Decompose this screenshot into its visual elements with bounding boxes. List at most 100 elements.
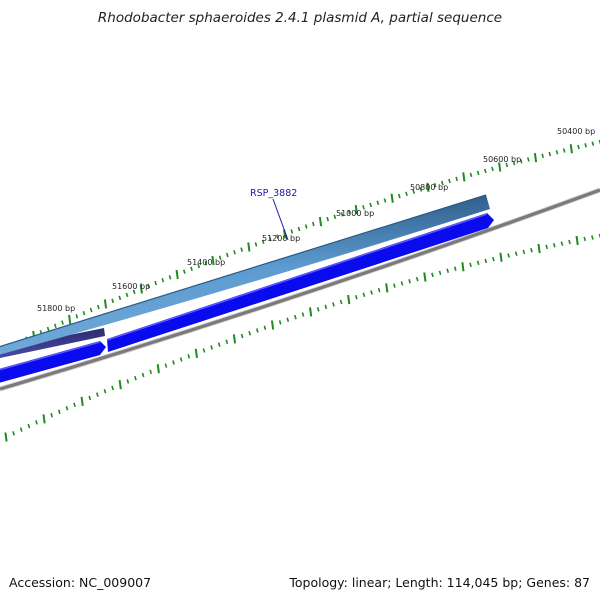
outer-major-tick <box>175 269 179 280</box>
inner-minor-tick <box>217 342 221 347</box>
outer-minor-tick <box>519 159 523 164</box>
inner-minor-tick <box>73 402 76 408</box>
plasmid-backbone <box>0 187 600 392</box>
inner-minor-tick <box>294 314 297 320</box>
outer-major-tick <box>318 216 323 227</box>
outer-major-tick <box>211 255 215 266</box>
outer-minor-tick <box>254 242 258 247</box>
inner-minor-tick <box>240 333 244 339</box>
tick-label: 50800 bp <box>410 183 448 192</box>
outer-major-tick <box>103 299 108 309</box>
outer-major-tick <box>139 284 143 294</box>
outer-minor-tick <box>276 234 279 239</box>
inner-major-tick <box>42 414 46 424</box>
reverse-gene-main[interactable] <box>106 213 494 352</box>
inner-minor-tick <box>393 283 396 288</box>
inner-minor-tick <box>583 236 587 242</box>
inner-minor-tick <box>164 363 168 368</box>
outer-minor-tick <box>476 170 480 176</box>
outer-minor-tick <box>591 141 595 146</box>
map-title: Rhodobacter sphaeroides 2.4.1 plasmid A,… <box>97 10 503 26</box>
reverse-gene-left[interactable] <box>0 341 106 384</box>
outer-minor-tick <box>168 275 172 280</box>
outer-minor-tick <box>147 283 150 289</box>
sequence-stats: Topology: linear; Length: 114,045 bp; Ge… <box>289 575 590 590</box>
inner-major-tick <box>537 243 541 254</box>
outer-minor-tick <box>333 214 337 219</box>
inner-minor-tick <box>514 251 518 256</box>
outer-minor-tick <box>347 209 351 215</box>
outer-minor-tick <box>577 144 580 150</box>
inner-minor-tick <box>12 431 15 436</box>
outer-major-tick <box>390 193 394 203</box>
inner-major-tick <box>156 364 160 374</box>
inner-minor-tick <box>65 406 69 411</box>
tick-label: 51200 bp <box>262 234 300 243</box>
inner-minor-tick <box>27 423 31 429</box>
outer-minor-tick <box>161 277 165 283</box>
gene-label-rsp-3882[interactable]: RSP_3882 <box>250 188 297 199</box>
tick-label: 51800 bp <box>37 304 75 313</box>
inner-major-tick <box>118 380 122 390</box>
outer-minor-tick <box>469 172 473 178</box>
inner-minor-tick <box>88 395 92 401</box>
outer-minor-tick <box>376 200 380 205</box>
inner-minor-tick <box>255 328 259 333</box>
outer-minor-tick <box>182 269 186 274</box>
outer-minor-tick <box>383 198 387 203</box>
inner-minor-tick <box>134 375 137 381</box>
inner-minor-tick <box>370 290 373 295</box>
inner-minor-tick <box>263 325 267 330</box>
inner-minor-tick <box>248 331 252 336</box>
forward-gene-main[interactable] <box>0 194 490 356</box>
outer-minor-tick <box>340 212 344 217</box>
outer-major-tick <box>533 152 538 163</box>
outer-minor-tick <box>233 250 236 255</box>
outer-minor-tick <box>541 153 545 159</box>
inner-tick-marks <box>4 233 600 442</box>
plasmid-backbone-line <box>0 188 600 391</box>
tick-label: 50600 bp <box>483 155 521 164</box>
inner-minor-tick <box>492 256 495 262</box>
inner-minor-tick <box>57 409 61 415</box>
inner-major-tick <box>423 272 427 282</box>
inner-minor-tick <box>172 360 175 365</box>
inner-minor-tick <box>469 262 472 268</box>
outer-minor-tick <box>555 149 559 155</box>
inner-minor-tick <box>560 241 564 246</box>
inner-minor-tick <box>362 292 366 298</box>
inner-minor-tick <box>522 249 526 255</box>
inner-minor-tick <box>552 242 556 248</box>
tick-labels: 50400 bp 50600 bp 50800 bp 51000 bp 51200 bp… <box>37 127 595 313</box>
outer-minor-tick <box>204 260 208 266</box>
outer-minor-tick <box>82 310 86 316</box>
outer-major-tick <box>498 162 502 172</box>
outer-minor-tick <box>491 166 494 172</box>
outer-minor-tick <box>290 229 294 234</box>
outer-minor-tick <box>197 263 201 269</box>
inner-minor-tick <box>316 307 320 312</box>
outer-minor-tick <box>268 236 272 242</box>
outer-minor-tick <box>190 266 193 272</box>
inner-minor-tick <box>19 427 23 432</box>
inner-minor-tick <box>431 272 434 278</box>
inner-minor-tick <box>446 268 450 273</box>
outer-minor-tick <box>96 304 100 310</box>
inner-minor-tick <box>126 379 130 384</box>
tick-label: 51400 bp <box>187 258 225 267</box>
inner-minor-tick <box>111 385 114 391</box>
inner-minor-tick <box>545 244 549 250</box>
forward-gene-dark[interactable] <box>0 328 105 359</box>
inner-major-tick <box>232 334 237 344</box>
outer-minor-tick <box>240 247 244 252</box>
tick-label: 51000 bp <box>336 209 374 218</box>
inner-minor-tick <box>507 253 510 258</box>
inner-minor-tick <box>568 239 571 245</box>
outer-minor-tick <box>433 182 437 188</box>
tick-label: 50400 bp <box>557 127 595 136</box>
outer-major-tick <box>462 172 466 182</box>
outer-minor-tick <box>118 295 122 301</box>
inner-minor-tick <box>187 354 191 359</box>
outer-major-tick <box>68 314 72 325</box>
